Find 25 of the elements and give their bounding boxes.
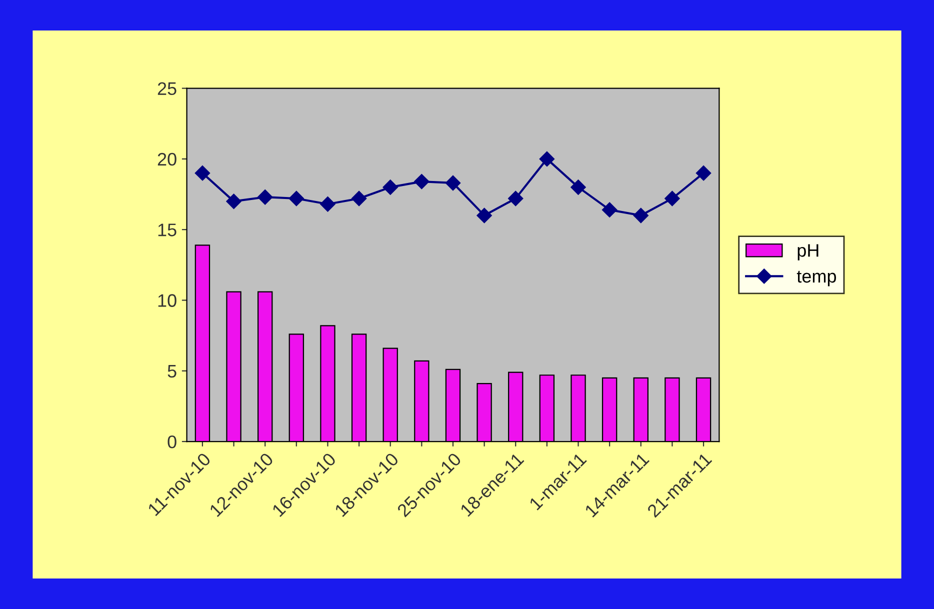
y-tick-label: 20: [158, 152, 176, 166]
point: [633, 208, 648, 224]
y-tick-label: 5: [168, 365, 176, 378]
legend-label: pH: [798, 244, 818, 260]
point: [508, 190, 524, 206]
point: [414, 174, 430, 190]
legend-label: temp: [796, 270, 836, 286]
point: [445, 175, 461, 191]
point: [664, 190, 680, 206]
y-tick-label: 0: [168, 435, 176, 448]
point: [226, 194, 242, 209]
point: [351, 190, 367, 206]
point: [288, 190, 304, 206]
y-tick-label: 25: [158, 82, 176, 96]
point: [194, 166, 210, 181]
point: [476, 208, 492, 224]
point: [696, 166, 712, 181]
point: [258, 190, 273, 205]
point: [570, 180, 586, 195]
y-tick-label: 15: [158, 224, 176, 236]
point: [539, 151, 555, 167]
point: [382, 180, 398, 195]
point: [320, 196, 336, 212]
point: [602, 202, 618, 218]
y-tick-label: 10: [158, 294, 176, 307]
